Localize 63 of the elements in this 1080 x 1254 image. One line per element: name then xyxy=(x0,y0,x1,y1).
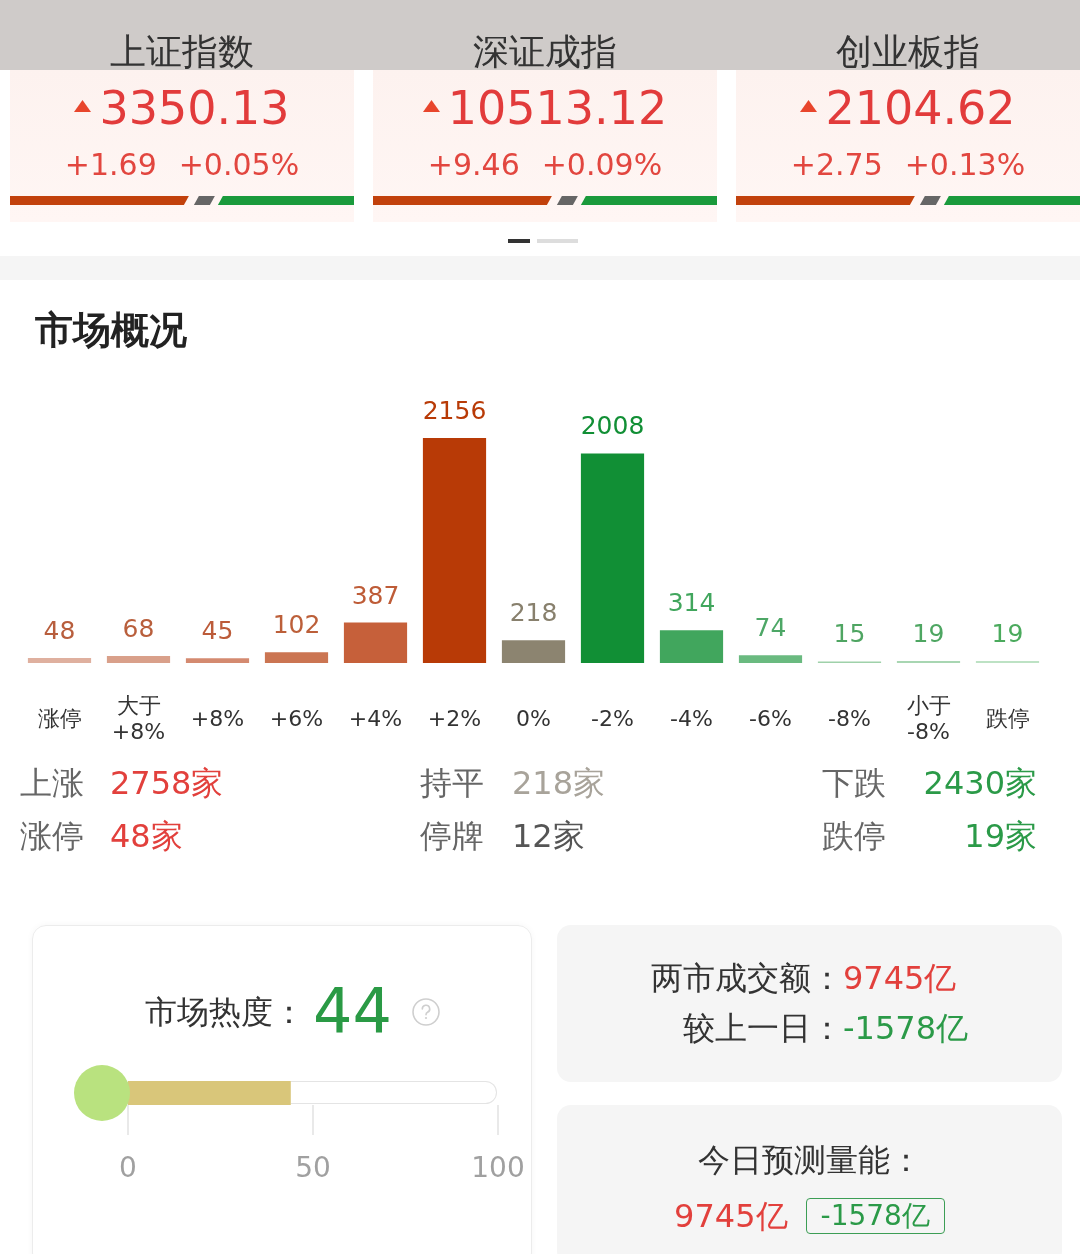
text: +1.69 xyxy=(64,146,157,184)
text: +0.09% xyxy=(541,146,663,184)
data-label: 2008 xyxy=(580,411,645,441)
text: 上证指数 xyxy=(109,30,255,74)
text: 持平 xyxy=(420,763,484,803)
text: 创业板指 xyxy=(835,30,981,74)
data-label: 218 xyxy=(509,598,558,628)
x-tick-label: 0 xyxy=(119,1150,137,1184)
x-tick-label: +2% xyxy=(427,705,482,731)
text: 3350.13 xyxy=(99,81,290,135)
text: 涨停 xyxy=(20,816,84,856)
x-tick-label: -4% xyxy=(670,705,713,731)
data-label: 48 xyxy=(43,615,76,645)
text: -1578亿 xyxy=(843,1008,968,1048)
data-label: 45 xyxy=(201,616,234,646)
chart-title: 市场概况 xyxy=(35,308,187,352)
data-label: 74 xyxy=(754,613,787,643)
text: 跌停 xyxy=(822,816,886,856)
text: +0.13% xyxy=(904,146,1026,184)
chart-title: 市场热度： xyxy=(145,993,305,1031)
x-tick-label: 大于 +8% xyxy=(111,692,166,744)
text: 19家 xyxy=(964,816,1037,856)
text: 10513.12 xyxy=(447,81,668,135)
data-label: 68 xyxy=(122,613,155,643)
text: 2104.62 xyxy=(825,81,1016,135)
x-tick-label: +4% xyxy=(348,705,403,731)
text: 12家 xyxy=(512,816,585,856)
data-label: 19 xyxy=(912,619,945,649)
text: +9.46 xyxy=(427,146,520,184)
text: 下跌 xyxy=(822,763,886,803)
x-tick-label: 跌停 xyxy=(985,705,1030,731)
x-tick-label: 0% xyxy=(516,705,551,731)
text: -1578亿 xyxy=(805,1198,945,1234)
text: 9745亿 xyxy=(843,958,957,998)
x-tick-label: +6% xyxy=(269,705,324,731)
x-tick-label: 50 xyxy=(295,1150,331,1184)
data-label: 2156 xyxy=(422,396,487,425)
text: 218家 xyxy=(512,763,606,803)
text: 上涨 xyxy=(20,763,84,803)
text: 2758家 xyxy=(110,763,224,803)
x-tick-label: -8% xyxy=(828,705,871,731)
x-tick-label: +8% xyxy=(190,705,245,731)
x-tick-label: 小于 -8% xyxy=(906,692,951,744)
data-label: 15 xyxy=(833,619,866,649)
data-label: 387 xyxy=(351,580,400,610)
text: 深证成指 xyxy=(472,30,618,74)
text: 较上一日： xyxy=(683,1008,843,1048)
text: 今日预测量能： xyxy=(696,1140,923,1180)
text: +2.75 xyxy=(790,146,883,184)
text: +0.05% xyxy=(178,146,300,184)
data-label: 102 xyxy=(272,610,321,640)
text: 两市成交额： xyxy=(651,958,843,998)
x-tick-label: 100 xyxy=(471,1150,525,1184)
text: 2430家 xyxy=(923,763,1037,803)
x-tick-label: -2% xyxy=(591,705,634,731)
text: 48家 xyxy=(110,816,183,856)
data-label: 314 xyxy=(667,588,716,618)
x-tick-label: -6% xyxy=(749,705,792,731)
text: 停牌 xyxy=(420,816,484,856)
data-label: 19 xyxy=(991,619,1024,649)
text: 9745亿 xyxy=(674,1196,788,1236)
x-tick-label: 涨停 xyxy=(37,705,82,731)
text: 44 xyxy=(313,974,392,1050)
